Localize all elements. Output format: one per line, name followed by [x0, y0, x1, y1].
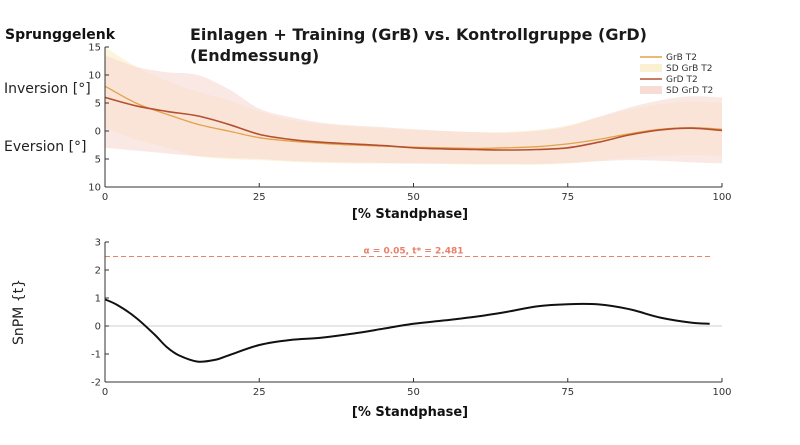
legend-label: SD GrB T2: [666, 64, 712, 74]
series-line-grd: [104, 96, 723, 151]
chart-subtitle: (Endmessung): [190, 46, 319, 65]
top-x-tick-label: 100: [712, 192, 731, 203]
chart-title: Einlagen + Training (GrB) vs. Kontrollgr…: [190, 25, 647, 44]
bottom-x-tick-label: 0: [102, 387, 108, 398]
bottom-x-tick-label: 25: [253, 387, 266, 398]
top-x-tick-label: 50: [407, 192, 420, 203]
top-y-tick-label: 15: [88, 43, 101, 54]
snpm-line: [104, 298, 710, 363]
legend-swatch: [640, 64, 662, 72]
top-x-tick-label: 75: [561, 192, 574, 203]
legend-label: SD GrD T2: [666, 86, 713, 96]
bottom-y-tick-label: 2: [95, 266, 101, 277]
top-y-tick-label: 10: [88, 183, 101, 194]
bottom-y-tick-label: 0: [95, 322, 101, 333]
bottom-y-tick-label: 1: [95, 294, 101, 305]
top-x-tick-label: 0: [102, 192, 108, 203]
x-axis-label-top: [% Standphase]: [352, 207, 468, 222]
x-axis-label-bottom: [% Standphase]: [352, 405, 468, 420]
top-y-tick-label: 5: [95, 155, 101, 166]
legend-label: GrB T2: [666, 53, 697, 63]
top-y-tick-label: 10: [88, 71, 101, 82]
bottom-x-tick-label: 100: [712, 387, 731, 398]
sd-band-grd: [105, 55, 722, 165]
top-y-tick-label: 0: [95, 127, 101, 138]
top-x-tick-label: 25: [253, 192, 266, 203]
y-label-inversion: Inversion [°]: [4, 81, 91, 97]
legend-swatch: [640, 86, 662, 94]
top-y-tick-label: 5: [95, 99, 101, 110]
legend-label: GrD T2: [666, 75, 698, 85]
threshold-label: α = 0.05, t* = 2.481: [363, 247, 463, 257]
bottom-y-tick-label: -1: [91, 350, 101, 361]
y-label-eversion: Eversion [°]: [4, 139, 87, 155]
bottom-x-tick-label: 75: [561, 387, 574, 398]
y-axis-label-snpm: SnPM {t}: [11, 279, 27, 345]
bottom-x-tick-label: 50: [407, 387, 420, 398]
bottom-y-tick-label: 3: [95, 238, 101, 249]
bottom-y-tick-label: -2: [91, 378, 101, 389]
joint-heading: Sprunggelenk: [5, 27, 116, 43]
